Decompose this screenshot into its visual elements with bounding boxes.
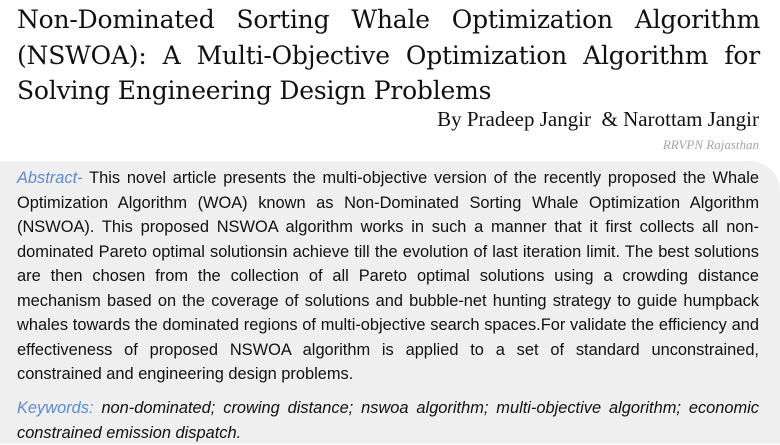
keywords-text: non-dominated; crowing distance; nswoa a… [17, 399, 759, 442]
affiliation: RRVPN Rajasthan [662, 137, 759, 152]
abstract-box [0, 161, 780, 444]
paper-title: Non-Dominated Sorting Whale Optimization… [17, 2, 760, 109]
title-line: (NSWOA): A Multi-Objective Optimization … [17, 40, 760, 70]
keywords-label: Keywords: [17, 399, 94, 417]
keywords: Keywords: non-dominated; crowing distanc… [17, 396, 759, 445]
title-line: Solving Engineering Design Problems [17, 76, 492, 105]
abstract: Abstract- This novel article presents th… [17, 166, 759, 387]
abstract-text: This novel article presents the multi-ob… [17, 169, 759, 383]
title-line: Non-Dominated Sorting Whale Optimization… [17, 5, 760, 34]
abstract-label: Abstract- [17, 169, 83, 187]
authors: By Pradeep Jangir & Narottam Jangir [437, 107, 759, 131]
